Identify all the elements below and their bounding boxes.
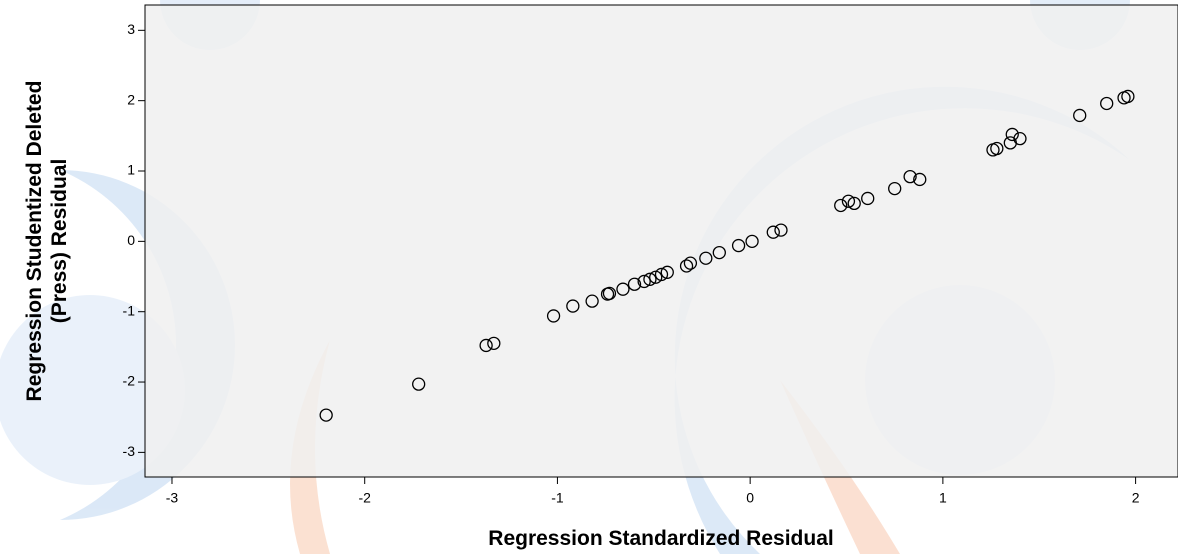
- point: [479, 338, 493, 353]
- x-tick-label: -2: [358, 490, 371, 506]
- point: [643, 272, 657, 286]
- point: [1073, 108, 1087, 123]
- y-tick-label: -2: [123, 373, 136, 389]
- y-tick-label: 1: [127, 162, 135, 178]
- point: [712, 245, 726, 260]
- point: [683, 256, 698, 270]
- point: [412, 377, 426, 391]
- point: [602, 286, 617, 301]
- y-tick-label: 0: [127, 232, 135, 248]
- point: [903, 169, 917, 184]
- point: [766, 225, 780, 239]
- point: [616, 282, 630, 296]
- plot-area: [144, 4, 1178, 478]
- y-axis-title: (Press) Residual: [48, 159, 71, 324]
- point: [888, 181, 902, 196]
- y-tick-label: 2: [127, 91, 135, 107]
- point: [660, 265, 674, 279]
- x-axis-title: Regression Standardized Residual: [488, 527, 833, 550]
- point: [585, 294, 599, 308]
- y-tick-label: -3: [123, 443, 136, 459]
- point: [731, 238, 746, 253]
- point: [654, 267, 669, 282]
- point: [566, 299, 580, 313]
- y-tick-label: 3: [127, 21, 135, 37]
- point: [699, 251, 713, 265]
- point: [319, 408, 333, 422]
- point: [861, 191, 875, 206]
- point: [1100, 96, 1114, 111]
- point: [627, 277, 642, 291]
- x-tick-label: 0: [746, 490, 754, 506]
- point: [834, 198, 848, 213]
- x-tick-label: 2: [1132, 490, 1140, 506]
- y-tick-label: -1: [123, 302, 136, 318]
- point: [487, 336, 501, 350]
- point: [841, 194, 856, 208]
- point: [847, 196, 861, 211]
- x-tick-label: -3: [166, 490, 179, 506]
- point: [745, 234, 759, 249]
- point: [913, 172, 927, 187]
- y-axis-title: Regression Studentized Deleted: [23, 81, 46, 402]
- point: [1121, 89, 1135, 104]
- point: [637, 274, 651, 289]
- point: [546, 309, 561, 323]
- x-tick-label: -1: [551, 490, 564, 506]
- point: [679, 259, 694, 273]
- x-tick-label: 1: [939, 490, 947, 506]
- point: [1013, 132, 1027, 146]
- point: [774, 223, 788, 237]
- point: [1005, 127, 1019, 142]
- point: [990, 141, 1004, 156]
